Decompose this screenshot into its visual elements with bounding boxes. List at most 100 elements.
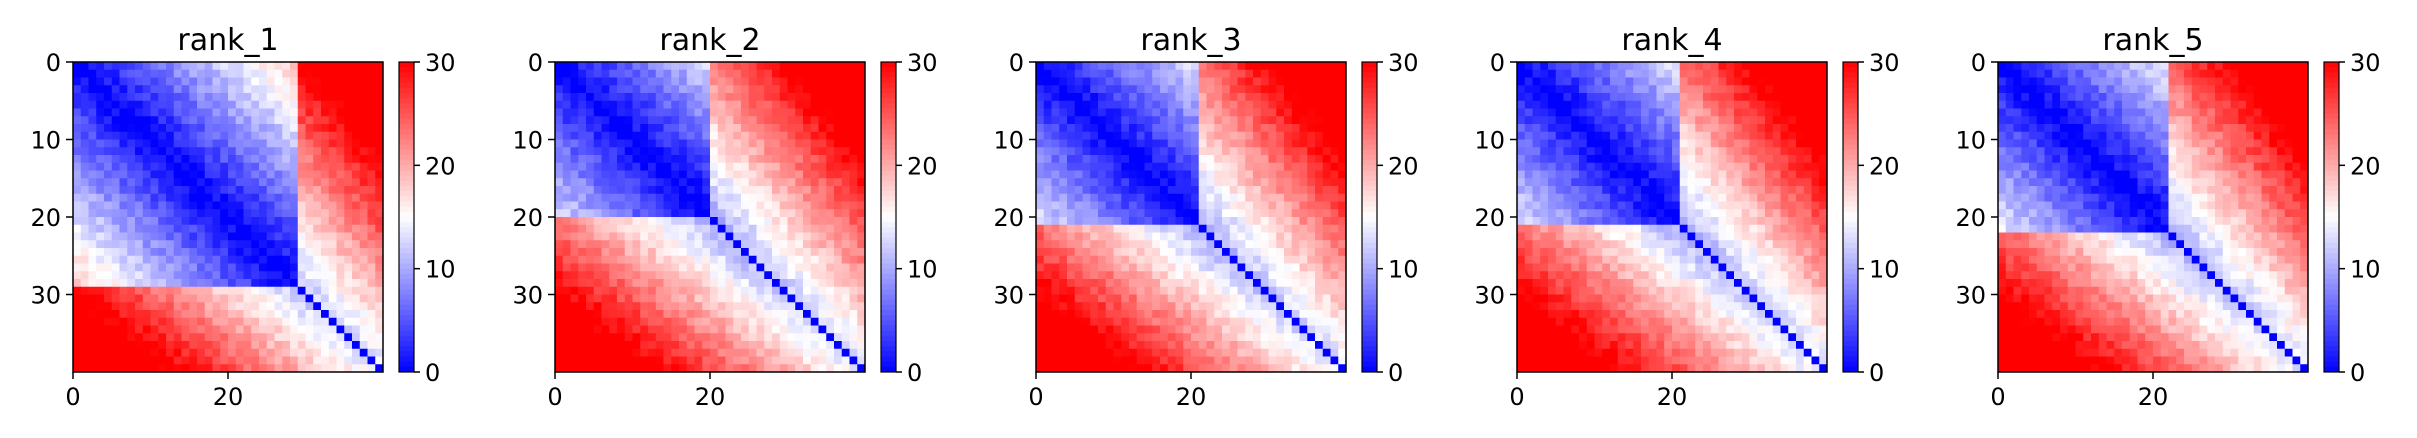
heatmap-cell [259,279,268,288]
heatmap-cell [663,302,672,311]
heatmap-cell [601,100,610,109]
colorbar-segment [881,341,896,347]
heatmap-cell [555,178,564,187]
heatmap-cell [1074,271,1083,280]
heatmap-cell [1260,193,1269,202]
colorbar-segment [1362,72,1377,78]
heatmap-cell [243,317,252,326]
heatmap-cell [555,139,564,148]
heatmap-cell [352,209,361,218]
heatmap-cell [710,209,719,218]
heatmap-cell [181,302,190,311]
heatmap-cell [1237,263,1246,272]
heatmap-cell [1067,131,1076,140]
heatmap-cell [181,62,190,71]
heatmap-cell [1121,356,1130,365]
heatmap-cell [1237,209,1246,218]
heatmap-cell [1198,217,1207,226]
colorbar-segment [399,237,414,244]
heatmap-cell [826,186,835,195]
heatmap-cell [686,317,695,326]
heatmap-cell [772,170,781,179]
heatmap-cell [158,93,167,102]
heatmap-cell [135,333,144,342]
heatmap-cell [679,248,688,257]
heatmap-cell [1113,155,1122,164]
heatmap-cell [1222,69,1231,78]
heatmap-cell [1098,93,1107,102]
heatmap-cell [104,209,113,218]
heatmap-cell [756,139,765,148]
heatmap-cell [1245,139,1254,148]
heatmap-cell [274,62,283,71]
heatmap-cell [1322,85,1331,94]
heatmap-cell [313,131,322,140]
heatmap-cell [1098,317,1107,326]
heatmap-cell [1237,201,1246,210]
heatmap-cell [748,271,757,280]
heatmap-cell [80,162,89,171]
heatmap-cell [632,232,641,241]
heatmap-cell [562,162,571,171]
heatmap-cell [1245,364,1254,373]
heatmap-cell [841,364,850,373]
heatmap-cell [313,108,322,117]
heatmap-cell [313,325,322,334]
heatmap-cell [1260,232,1269,241]
heatmap-cell [1036,294,1045,303]
heatmap-cell [1036,155,1045,164]
heatmap-cell [841,325,850,334]
heatmap-cell [1152,93,1161,102]
heatmap-cell [609,162,618,171]
heatmap-cell [710,224,719,233]
heatmap-cell [570,147,579,156]
colorbar-segment [881,330,896,337]
heatmap-cell [359,279,368,288]
heatmap-cell [725,69,734,78]
heatmap-cell [834,248,843,257]
heatmap-cell [640,263,649,272]
heatmap-cell [787,240,796,249]
heatmap-cell [88,131,97,140]
heatmap-cell [336,93,345,102]
heatmap-cell [158,77,167,86]
heatmap-cell [1284,139,1293,148]
heatmap-cell [686,93,695,102]
heatmap-cell [1183,201,1192,210]
heatmap-cell [313,116,322,125]
heatmap-cell [150,131,159,140]
heatmap-cell [375,310,384,319]
heatmap-cell [135,294,144,303]
heatmap-cell [586,263,595,272]
heatmap-cell [1098,255,1107,264]
heatmap-cell [1129,317,1138,326]
heatmap-cell [609,217,618,226]
heatmap-cell [1105,240,1114,249]
heatmap-cell [173,364,182,373]
heatmap-cell [1136,356,1145,365]
heatmap-cell [1315,201,1324,210]
heatmap-cell [297,325,306,334]
heatmap-cell [857,108,866,117]
heatmap-cell [1067,302,1076,311]
heatmap-cell [1067,217,1076,226]
heatmap-cell [235,348,244,357]
heatmap-cell [803,248,812,257]
heatmap-cell [1074,69,1083,78]
heatmap-cell [1113,100,1122,109]
heatmap-cell [562,217,571,226]
heatmap-cell [96,139,105,148]
heatmap-cell [1253,286,1262,295]
heatmap-cell [197,85,206,94]
heatmap-cell [787,294,796,303]
heatmap-cell [344,364,353,373]
heatmap-cell [1322,286,1331,295]
heatmap-cell [1307,108,1316,117]
heatmap-cell [142,271,151,280]
heatmap-cell [702,155,711,164]
heatmap-cell [1222,108,1231,117]
heatmap-cell [1043,248,1052,257]
heatmap-cell [1322,310,1331,319]
heatmap-cell [243,224,252,233]
heatmap-cell [127,201,136,210]
